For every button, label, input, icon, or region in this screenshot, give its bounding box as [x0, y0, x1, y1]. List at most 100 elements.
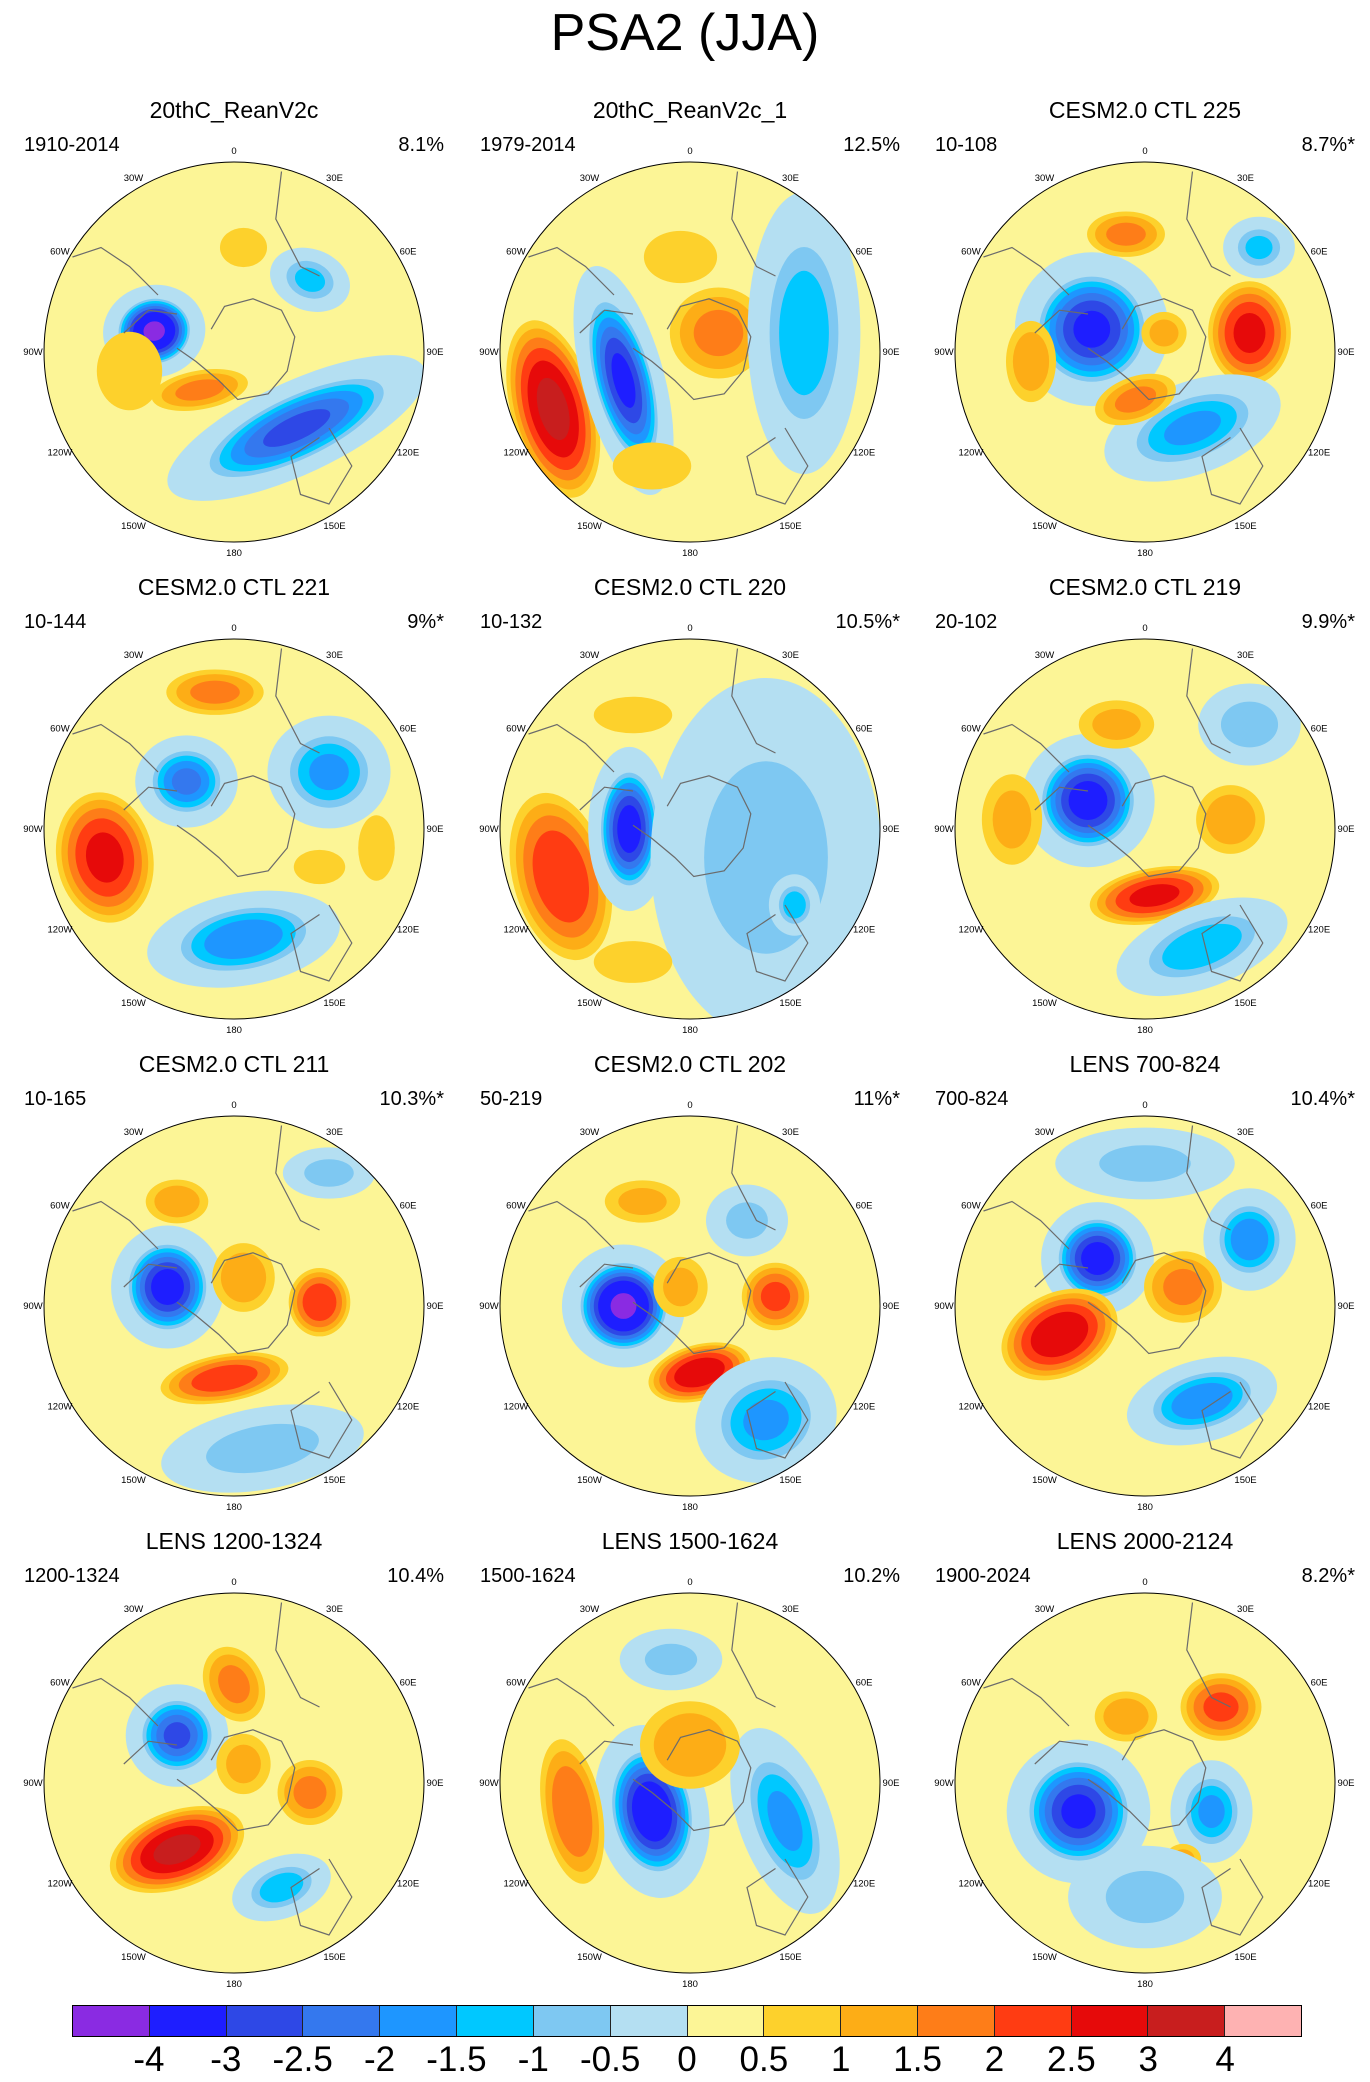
coastline	[731, 1602, 776, 1708]
panel-variance: 8.2%*	[1301, 1565, 1355, 1587]
coastline	[1201, 904, 1264, 982]
anomaly-contour	[1114, 386, 1157, 413]
anomaly-contour	[163, 1722, 191, 1749]
longitude-label: 150W	[121, 521, 146, 532]
coastline	[983, 246, 1070, 296]
colorbar-swatch	[917, 2006, 995, 2036]
anomaly-contour	[1149, 319, 1179, 347]
anomaly-contour	[1099, 1145, 1191, 1182]
longitude-label: 30W	[124, 650, 144, 661]
panel-variance: 10.5%*	[835, 611, 901, 633]
longitude-label: 120E	[1308, 448, 1330, 459]
longitude-label: 90W	[934, 1778, 954, 1789]
coastline	[746, 904, 809, 982]
coastline	[72, 723, 159, 773]
colorbar-swatch	[687, 2006, 765, 2036]
anomaly-contour	[85, 832, 124, 883]
anomaly-contour	[532, 830, 590, 923]
map-border	[954, 1592, 1336, 1974]
map-border	[43, 638, 425, 1020]
longitude-label: 150E	[323, 998, 345, 1009]
anomaly-contour	[1220, 701, 1279, 748]
panel-title: 20thC_ReanV2c_1	[592, 97, 788, 123]
map-panel: LENS 2000-2124 1900-2024 8.2%* 0 30E 60E 90E 12…	[925, 1527, 1365, 1997]
colorbar-swatch	[226, 2006, 304, 2036]
longitude-label: 120W	[959, 925, 984, 936]
colorbar-tick-label: 0.5	[739, 2040, 789, 2079]
coastline	[983, 1200, 1070, 1250]
longitude-label: 30W	[1035, 650, 1055, 661]
panel-variance: 9%*	[407, 611, 444, 633]
longitude-label: 30W	[124, 1127, 144, 1138]
panel-variance: 11%*	[853, 1088, 900, 1110]
longitude-label: 90E	[427, 824, 444, 835]
map-border	[43, 1592, 425, 1974]
longitude-label: 150E	[1234, 1952, 1256, 1963]
coastline	[746, 1858, 809, 1936]
longitude-label: 150W	[1032, 1475, 1057, 1486]
panel-title: CESM2.0 CTL 225	[1048, 97, 1242, 123]
coastline	[1201, 427, 1264, 505]
coastline	[72, 1200, 159, 1250]
anomaly-contour	[743, 1399, 789, 1441]
anomaly-contour	[304, 1159, 354, 1187]
longitude-label: 30E	[1237, 1127, 1254, 1138]
anomaly-contour	[218, 1665, 250, 1704]
longitude-label: 60E	[400, 1201, 417, 1212]
anomaly-contour	[143, 321, 165, 341]
coastline	[731, 648, 776, 754]
longitude-label: 0	[1142, 146, 1147, 157]
longitude-label: 60W	[506, 1201, 526, 1212]
colorbar-tick-label: 2	[984, 2040, 1005, 2079]
longitude-label: 60W	[506, 247, 526, 258]
longitude-label: 60W	[961, 1201, 981, 1212]
longitude-label: 120W	[504, 1402, 529, 1413]
coastline	[72, 246, 159, 296]
map-border	[499, 1115, 881, 1497]
anomaly-contour	[226, 1744, 261, 1784]
longitude-label: 120W	[48, 1879, 73, 1890]
longitude-label: 60W	[961, 1678, 981, 1689]
coastline	[1186, 1125, 1231, 1231]
longitude-label: 90W	[934, 1301, 954, 1312]
coastline	[1201, 1858, 1264, 1936]
longitude-label: 30E	[326, 1604, 343, 1615]
longitude-label: 120E	[853, 925, 875, 936]
longitude-label: 180	[226, 1502, 242, 1513]
longitude-label: 0	[687, 623, 692, 634]
colorbar-swatch	[73, 2006, 150, 2036]
anomaly-contour	[610, 1293, 637, 1319]
coastline	[983, 723, 1070, 773]
longitude-label: 150W	[1032, 998, 1057, 1009]
longitude-label: 120E	[1308, 925, 1330, 936]
polar-map: 0 30E 60E 90E 120E 150E 180 150W 120W 90W 60W 30W	[479, 1100, 899, 1513]
panel-period: 10-108	[935, 134, 998, 156]
longitude-label: 30E	[326, 650, 343, 661]
longitude-label: 180	[1137, 1979, 1153, 1990]
panel-title: CESM2.0 CTL 221	[137, 574, 331, 600]
coastline	[290, 904, 353, 982]
longitude-label: 60E	[400, 247, 417, 258]
anomaly-contour	[1105, 1870, 1185, 1924]
panel-period: 10-132	[480, 611, 543, 633]
anomaly-contour	[653, 1713, 727, 1777]
longitude-label: 90W	[479, 1778, 499, 1789]
anomaly-contour	[1164, 410, 1221, 446]
anomaly-contour	[1245, 235, 1273, 260]
anomaly-contour	[1106, 222, 1146, 246]
longitude-label: 180	[682, 1502, 698, 1513]
map-border	[43, 1115, 425, 1497]
coastline	[123, 309, 178, 334]
longitude-label: 90W	[23, 1778, 43, 1789]
panel-period: 10-165	[24, 1088, 87, 1110]
colorbar-swatch	[1071, 2006, 1149, 2036]
anomaly-contour	[767, 1791, 803, 1851]
colorbar-swatch	[533, 2006, 611, 2036]
longitude-label: 90W	[479, 824, 499, 835]
polar-map: 0 30E 60E 90E 120E 150E 180 150W 120W 90W 60W 30W	[934, 1577, 1354, 1990]
longitude-label: 150W	[121, 998, 146, 1009]
longitude-label: 150E	[323, 521, 345, 532]
colorbar-swatch	[610, 2006, 688, 2036]
longitude-label: 120W	[959, 448, 984, 459]
panel-period: 10-144	[24, 611, 87, 633]
